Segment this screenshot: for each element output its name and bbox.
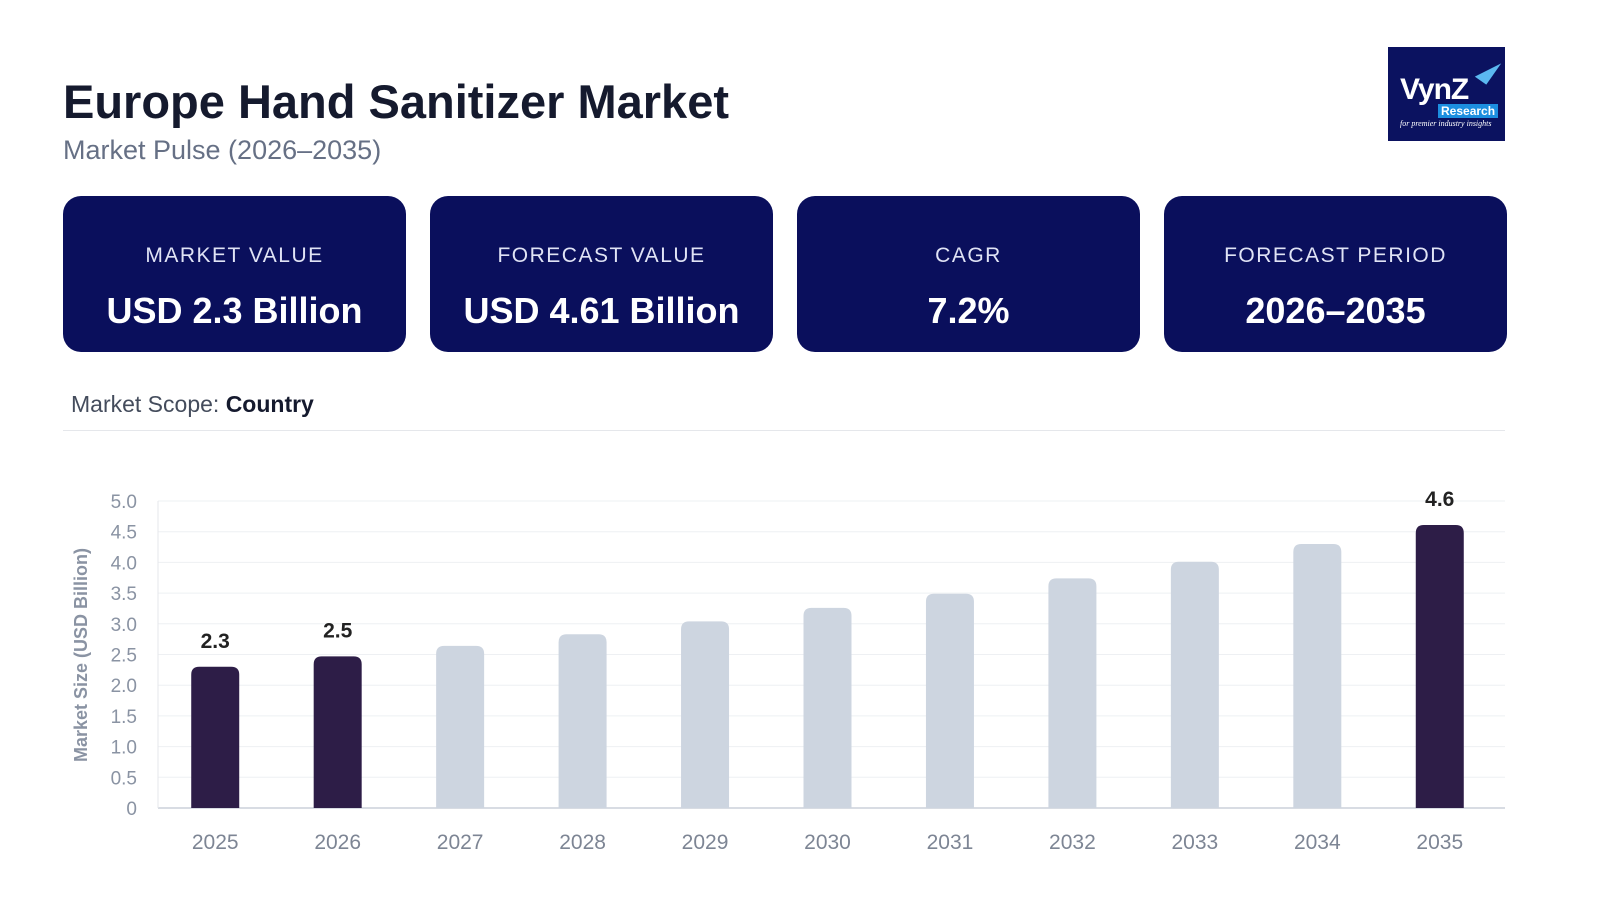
bar-2029 [681,621,730,808]
x-tick-label: 2032 [1049,831,1096,854]
card-label: FORECAST VALUE [497,244,706,267]
y-tick-label: 3.5 [111,584,137,605]
y-tick-label: 4.5 [111,523,137,544]
card-label: CAGR [935,244,1002,267]
logo-tagline: for premier industry insights [1400,119,1492,128]
card-market-value: MARKET VALUE USD 2.3 Billion [63,196,406,352]
x-tick-label: 2031 [927,831,974,854]
page-subtitle: Market Pulse (2026–2035) [63,135,382,165]
card-value: USD 2.3 Billion [106,290,363,331]
kpi-cards: MARKET VALUE USD 2.3 Billion FORECAST VAL… [63,196,1507,352]
data-label: 4.6 [1425,488,1454,511]
x-tick-label: 2027 [437,831,484,854]
y-tick-label: 2.5 [111,646,137,667]
y-tick-label: 3.0 [111,615,137,636]
card-value: 2026–2035 [1245,290,1426,331]
scope-label: Market Scope: [71,391,220,417]
bar-2028 [558,634,607,808]
divider [63,430,1505,431]
bar-2027 [436,645,485,808]
bar-2025 [191,666,240,808]
bar-2034 [1293,543,1342,808]
y-tick-label: 4.0 [111,553,137,574]
market-scope: Market Scope: Country [71,391,314,418]
bar-2035 [1415,524,1464,808]
x-tick-label: 2028 [559,831,606,854]
y-tick-label: 1.5 [111,707,137,728]
card-value: USD 4.61 Billion [463,290,740,331]
y-tick-label: 2.0 [111,676,137,697]
card-forecast-value: FORECAST VALUE USD 4.61 Billion [430,196,773,352]
logo-brand: VynZ [1400,73,1469,106]
bar-2031 [925,593,974,808]
y-tick-label: 0.5 [111,768,137,789]
card-value: 7.2% [927,290,1010,331]
bar-2032 [1048,578,1097,808]
x-tick-label: 2034 [1294,831,1341,854]
data-label: 2.3 [201,630,230,653]
x-tick-label: 2029 [682,831,729,854]
y-tick-label: 5.0 [111,492,137,513]
scope-value: Country [225,391,314,417]
data-label: 2.5 [323,619,353,642]
y-tick-label: 0 [126,799,137,820]
bar-2033 [1170,561,1219,808]
card-label: FORECAST PERIOD [1224,244,1447,267]
card-label: MARKET VALUE [145,244,324,267]
x-tick-label: 2030 [804,831,851,854]
page-title: Europe Hand Sanitizer Market [63,75,729,128]
x-tick-label: 2035 [1416,831,1463,854]
x-tick-label: 2026 [314,831,361,854]
x-tick-label: 2033 [1172,831,1219,854]
logo-sub: Research [1438,104,1499,118]
y-tick-label: 1.0 [111,738,137,759]
bar-2026 [313,656,362,808]
x-tick-label: 2025 [192,831,239,854]
card-cagr: CAGR 7.2% [797,196,1140,352]
y-axis-label: Market Size (USD Billion) [71,548,91,762]
card-forecast-period: FORECAST PERIOD 2026–2035 [1164,196,1507,352]
vynz-logo: VynZ Research for premier industry insig… [1388,47,1505,141]
bar-2030 [803,607,852,808]
